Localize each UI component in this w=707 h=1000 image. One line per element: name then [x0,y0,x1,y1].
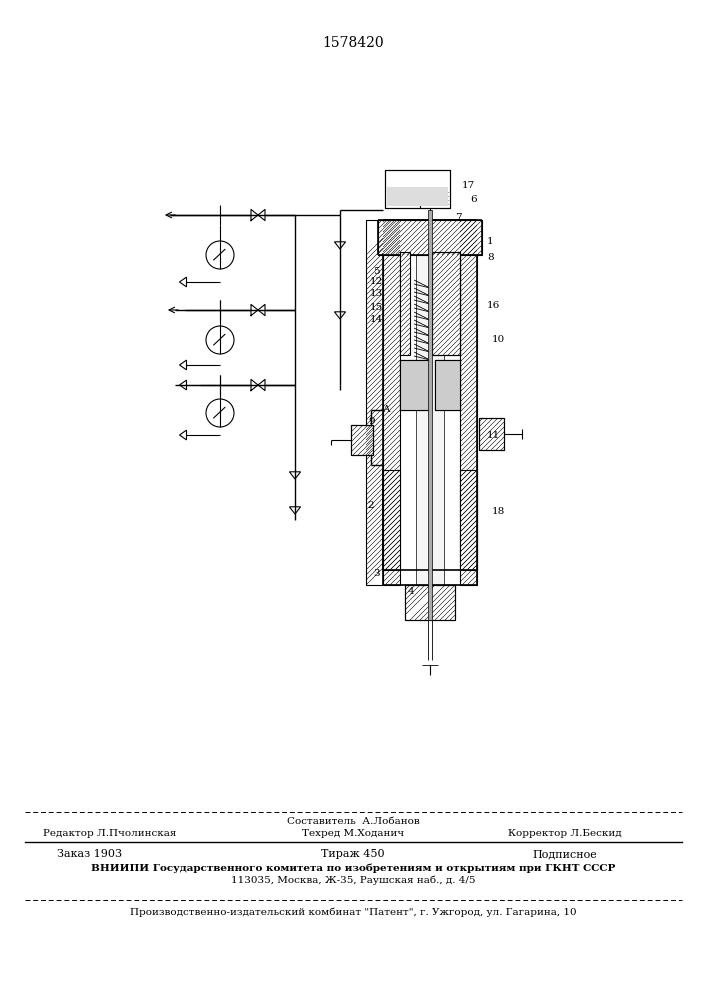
Text: 2: 2 [367,500,373,510]
Text: 4: 4 [408,587,414,596]
Bar [383,220,400,585]
Bar [405,585,455,620]
Bar [387,187,448,206]
Text: ВНИИПИ Государственного комитета по изобретениям и открытиям при ГКНТ СССР: ВНИИПИ Государственного комитета по изоб… [90,863,615,873]
Bar [435,360,460,410]
Text: 16: 16 [487,300,501,310]
Text: 12: 12 [370,277,383,286]
Text: 11: 11 [487,430,501,440]
Bar [416,255,444,585]
Text: 17: 17 [462,180,475,190]
Bar [400,360,430,410]
Text: Корректор Л.Бескид: Корректор Л.Бескид [508,830,622,838]
Text: 7: 7 [455,213,462,222]
Text: 15: 15 [370,302,383,312]
Text: A: A [382,406,390,414]
Text: Составитель  А.Лобанов: Составитель А.Лобанов [286,818,419,826]
Bar [460,470,477,570]
Text: 18: 18 [492,508,506,516]
Text: 5: 5 [373,267,380,276]
Text: Редактор Л.Пчолинская: Редактор Л.Пчолинская [43,830,177,838]
Bar [428,210,432,620]
Text: Производственно-издательский комбинат "Патент", г. Ужгород, ул. Гагарина, 10: Производственно-издательский комбинат "П… [129,907,576,917]
Text: Заказ 1903: Заказ 1903 [57,849,122,859]
Bar [479,418,504,450]
Text: 1: 1 [487,237,493,246]
Text: 10: 10 [492,336,506,344]
Bar [435,360,460,410]
Bar [366,220,383,585]
Text: 113035, Москва, Ж-35, Раушская наб., д. 4/5: 113035, Москва, Ж-35, Раушская наб., д. … [230,875,475,885]
Text: 1578420: 1578420 [322,36,384,50]
Text: 13: 13 [370,290,383,298]
Bar [460,220,477,585]
Bar [383,470,400,570]
Text: Подписное: Подписное [532,849,597,859]
Bar [400,360,430,410]
Bar [432,252,460,355]
Text: 6: 6 [470,196,477,205]
Text: 14: 14 [370,314,383,324]
Bar [385,170,450,208]
Text: 8: 8 [487,253,493,262]
Text: Тираж 450: Тираж 450 [321,849,385,859]
Text: Техред М.Ходанич: Техред М.Ходанич [302,830,404,838]
Bar [378,220,482,255]
Text: 3: 3 [373,568,380,578]
Bar [351,425,373,455]
Bar [400,252,410,355]
Text: 9: 9 [368,418,375,426]
